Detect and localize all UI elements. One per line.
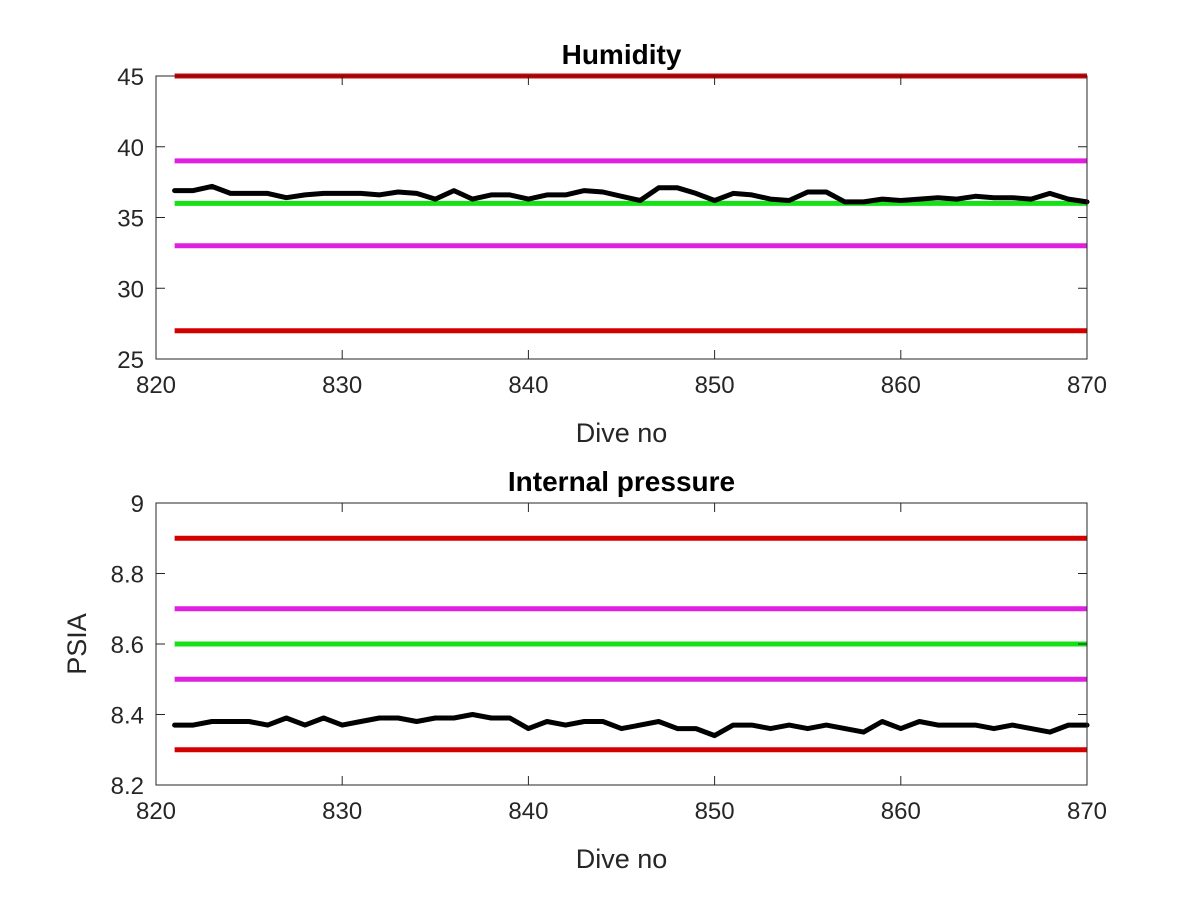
humidity-x-axis-label: Dive no [576,418,668,448]
humidity-y-tick-label: 45 [117,64,144,91]
pressure-x-tick-label: 870 [1067,798,1107,825]
humidity-x-tick-label: 820 [136,372,176,399]
humidity-series [172,183,1090,205]
pressure-reference-lines [174,535,1087,753]
humidity-y-tick-label: 30 [117,276,144,303]
humidity-title: Humidity [562,39,682,70]
pressure-y-tick-label: 8.2 [111,773,144,800]
pressure-series [172,712,1090,739]
humidity-x-tick-label: 860 [881,372,921,399]
pressure-x-tick-label: 820 [136,798,176,825]
pressure-x-tick-label: 830 [322,798,362,825]
humidity-y-tick-label: 25 [117,347,144,374]
humidity-y-tick-label: 35 [117,206,144,233]
pressure-y-axis-label: PSIA [62,613,92,675]
pressure-y-tick-label: 8.6 [111,632,144,659]
pressure-x-tick-label: 840 [508,798,548,825]
pressure-title: Internal pressure [508,466,735,497]
humidity-x-tick-label: 850 [695,372,735,399]
pressure-y-tick-label: 9 [131,491,144,518]
pressure-y-tick-label: 8.8 [111,562,144,589]
pressure-data-line-0 [172,712,1090,739]
pressure-x-tick-label: 860 [881,798,921,825]
humidity-y-tick-label: 40 [117,135,144,162]
pressure-x-ticks: 820 830 840 850 860 870 [136,503,1107,825]
pressure-x-axis-label: Dive no [576,844,668,874]
pressure-y-ticks: 8.2 8.4 8.6 8.8 9 [111,491,1087,800]
pressure-panel: 820 830 840 850 860 870 8.2 8.4 8.6 8.8 9 Interna… [62,466,1107,874]
humidity-x-tick-label: 840 [508,372,548,399]
humidity-x-ticks: 820 830 840 850 860 870 [136,76,1107,399]
humidity-x-tick-label: 870 [1067,372,1107,399]
pressure-x-tick-label: 850 [695,798,735,825]
humidity-panel: 820 830 840 850 860 870 25 30 35 40 45 Humidity D… [117,39,1107,448]
pressure-y-tick-label: 8.4 [111,703,144,730]
humidity-data-line-0 [172,183,1090,205]
humidity-y-ticks: 25 30 35 40 45 [117,64,1087,374]
humidity-x-tick-label: 830 [322,372,362,399]
